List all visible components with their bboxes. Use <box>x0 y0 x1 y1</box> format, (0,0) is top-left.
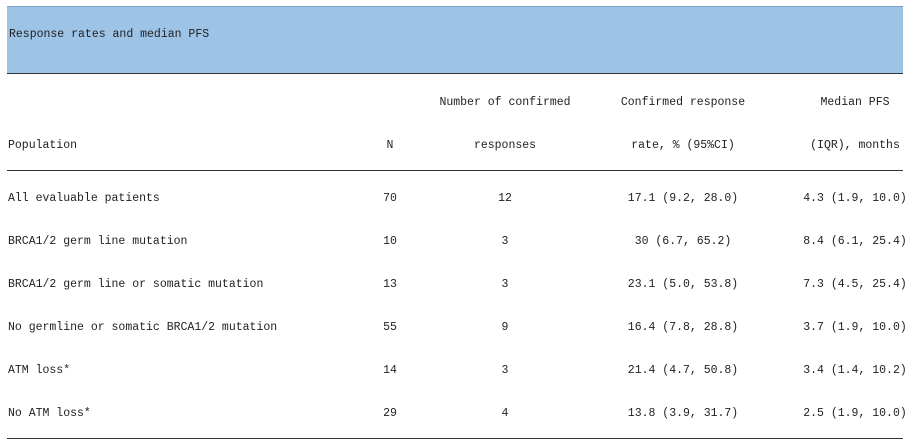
table-title: Response rates and median PFS <box>9 28 210 41</box>
column-header: Population <box>8 139 78 152</box>
cell: 29 <box>383 407 397 420</box>
row-label: ATM loss* <box>8 364 71 377</box>
cell: 13 <box>383 278 397 291</box>
row-label: BRCA1/2 germ line or somatic mutation <box>8 278 264 291</box>
cell: 8.4 (6.1, 25.4) <box>803 235 907 248</box>
table-bottom-rule <box>7 438 903 439</box>
column-header: responses <box>473 139 537 152</box>
cell: 12 <box>498 192 512 205</box>
header-bottom-rule <box>7 170 903 171</box>
row-label: No germline or somatic BRCA1/2 mutation <box>8 321 278 334</box>
column-header: (IQR), months <box>810 139 900 152</box>
column-header: N <box>386 139 394 152</box>
cell: 13.8 (3.9, 31.7) <box>627 407 739 420</box>
header-top-rule <box>7 73 903 74</box>
row-label: BRCA1/2 germ line mutation <box>8 235 188 248</box>
column-header: Number of confirmed <box>439 96 571 109</box>
cell: 2.5 (1.9, 10.0) <box>803 407 907 420</box>
column-header: rate, % (95%CI) <box>631 139 735 152</box>
cell: 4 <box>501 407 509 420</box>
cell: 16.4 (7.8, 28.8) <box>627 321 739 334</box>
cell: 21.4 (4.7, 50.8) <box>627 364 739 377</box>
cell: 14 <box>383 364 397 377</box>
cell: 9 <box>501 321 509 334</box>
cell: 3 <box>501 364 509 377</box>
cell: 7.3 (4.5, 25.4) <box>803 278 907 291</box>
title-band <box>7 6 903 74</box>
column-header: Confirmed response <box>620 96 746 109</box>
row-label: All evaluable patients <box>8 192 160 205</box>
cell: 3.4 (1.4, 10.2) <box>803 364 907 377</box>
cell: 23.1 (5.0, 53.8) <box>627 278 739 291</box>
cell: 3 <box>501 235 509 248</box>
cell: 70 <box>383 192 397 205</box>
column-header: Median PFS <box>820 96 890 109</box>
cell: 4.3 (1.9, 10.0) <box>803 192 907 205</box>
cell: 10 <box>383 235 397 248</box>
cell: 17.1 (9.2, 28.0) <box>627 192 739 205</box>
cell: 30 (6.7, 65.2) <box>634 235 732 248</box>
cell: 3 <box>501 278 509 291</box>
cell: 3.7 (1.9, 10.0) <box>803 321 907 334</box>
cell: 55 <box>383 321 397 334</box>
row-label: No ATM loss* <box>8 407 91 420</box>
